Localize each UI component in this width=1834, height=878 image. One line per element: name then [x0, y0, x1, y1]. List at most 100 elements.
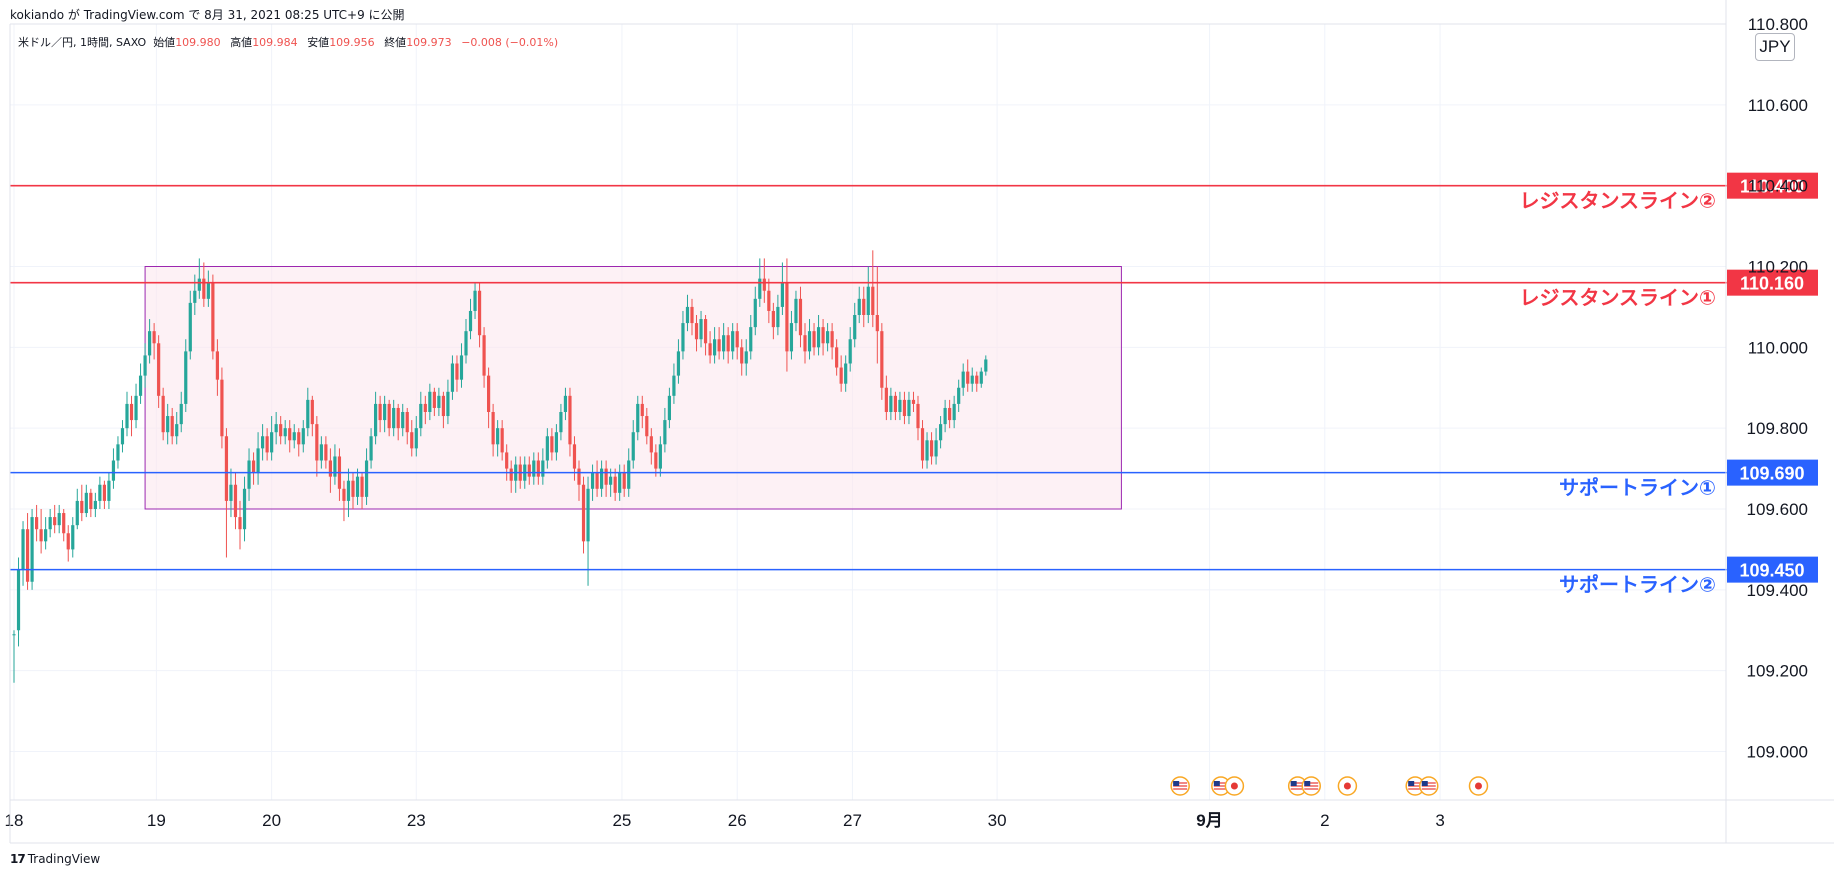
candle[interactable]	[364, 448, 369, 505]
candle[interactable]	[798, 286, 803, 348]
us-flag-icon[interactable]	[1419, 776, 1439, 796]
candle[interactable]	[780, 262, 784, 315]
candle[interactable]	[866, 266, 870, 324]
candle[interactable]	[166, 403, 170, 445]
candle[interactable]	[233, 472, 238, 530]
candle[interactable]	[405, 407, 409, 445]
candle[interactable]	[423, 395, 427, 425]
candle[interactable]	[292, 424, 296, 449]
candle[interactable]	[821, 319, 825, 356]
time-tick-label[interactable]: 20	[262, 811, 281, 830]
candle[interactable]	[491, 403, 495, 457]
time-tick-label[interactable]: 19	[147, 811, 166, 830]
candle[interactable]	[450, 355, 455, 400]
price-tick-label[interactable]: 109.800	[1747, 419, 1808, 438]
candle[interactable]	[48, 509, 52, 538]
candle[interactable]	[839, 355, 843, 392]
time-tick-label[interactable]: 26	[728, 811, 747, 830]
candle[interactable]	[975, 371, 979, 392]
candle[interactable]	[731, 323, 735, 360]
candle[interactable]	[148, 319, 152, 364]
candle[interactable]	[138, 363, 143, 404]
price-tick-label[interactable]: 110.000	[1748, 338, 1808, 357]
candle[interactable]	[188, 290, 192, 360]
candle[interactable]	[826, 323, 830, 352]
candle[interactable]	[559, 403, 563, 441]
candle[interactable]	[581, 476, 586, 554]
candle[interactable]	[600, 460, 604, 497]
candle[interactable]	[333, 444, 337, 485]
candle[interactable]	[129, 395, 134, 437]
candle[interactable]	[871, 250, 875, 328]
candle[interactable]	[360, 472, 364, 509]
level-price-badge[interactable]	[1727, 172, 1818, 199]
candle[interactable]	[717, 327, 721, 360]
candle[interactable]	[532, 452, 536, 485]
candle[interactable]	[527, 456, 531, 485]
price-tick-label[interactable]: 109.200	[1747, 662, 1808, 681]
candle[interactable]	[93, 492, 97, 518]
candle[interactable]	[771, 302, 775, 340]
candle[interactable]	[681, 310, 685, 360]
candle[interactable]	[301, 420, 305, 453]
candle[interactable]	[283, 420, 287, 445]
candle[interactable]	[161, 387, 165, 441]
candle[interactable]	[952, 395, 956, 429]
candle[interactable]	[577, 460, 581, 501]
candle[interactable]	[816, 315, 821, 356]
candle[interactable]	[432, 387, 436, 417]
candle[interactable]	[893, 391, 897, 421]
level-price-badge[interactable]	[1727, 556, 1818, 583]
candle[interactable]	[220, 367, 224, 449]
candle[interactable]	[120, 420, 125, 453]
candle[interactable]	[224, 428, 229, 558]
candle[interactable]	[500, 420, 504, 461]
candle[interactable]	[419, 391, 423, 437]
time-tick-label[interactable]: 3	[1435, 811, 1444, 830]
candle[interactable]	[202, 262, 206, 307]
candle[interactable]	[726, 327, 730, 364]
level-price-badge[interactable]	[1727, 269, 1818, 296]
candle[interactable]	[545, 428, 549, 469]
candle[interactable]	[25, 513, 30, 590]
candle[interactable]	[636, 395, 640, 441]
candle[interactable]	[803, 323, 807, 364]
candle[interactable]	[853, 302, 857, 348]
candle[interactable]	[211, 274, 215, 360]
us-flag-icon[interactable]	[1301, 776, 1321, 796]
candle[interactable]	[459, 343, 464, 388]
events-layer[interactable]	[1170, 776, 1489, 796]
candle[interactable]	[703, 315, 708, 356]
candle[interactable]	[708, 331, 712, 364]
candle[interactable]	[794, 290, 798, 332]
currency-badge[interactable]: JPY	[1755, 33, 1795, 61]
candle[interactable]	[509, 460, 513, 493]
candle[interactable]	[53, 504, 57, 534]
candle[interactable]	[550, 428, 554, 461]
candle[interactable]	[206, 270, 210, 307]
candle[interactable]	[392, 399, 396, 437]
candle[interactable]	[685, 294, 690, 332]
candle[interactable]	[66, 525, 70, 562]
candle[interactable]	[261, 424, 265, 461]
candle[interactable]	[911, 391, 916, 412]
candle[interactable]	[401, 403, 405, 437]
candle[interactable]	[369, 428, 373, 469]
time-tick-label[interactable]: 25	[612, 811, 631, 830]
price-tick-label[interactable]: 109.000	[1747, 743, 1808, 762]
jp-flag-icon[interactable]	[1224, 776, 1245, 796]
axes-layer[interactable]: 110.800 110.600 110.400 110.200 110.000 109.8…	[5, 0, 1834, 844]
candle[interactable]	[310, 395, 314, 437]
candle[interactable]	[835, 339, 839, 376]
candle[interactable]	[229, 468, 233, 518]
candle[interactable]	[744, 339, 748, 376]
candle[interactable]	[387, 399, 391, 437]
time-tick-label[interactable]: 18	[5, 811, 24, 830]
candle[interactable]	[428, 383, 432, 421]
jp-flag-icon[interactable]	[1337, 776, 1358, 796]
candle[interactable]	[184, 339, 188, 412]
candle[interactable]	[251, 452, 256, 485]
candle[interactable]	[740, 339, 744, 376]
candle[interactable]	[342, 480, 346, 522]
